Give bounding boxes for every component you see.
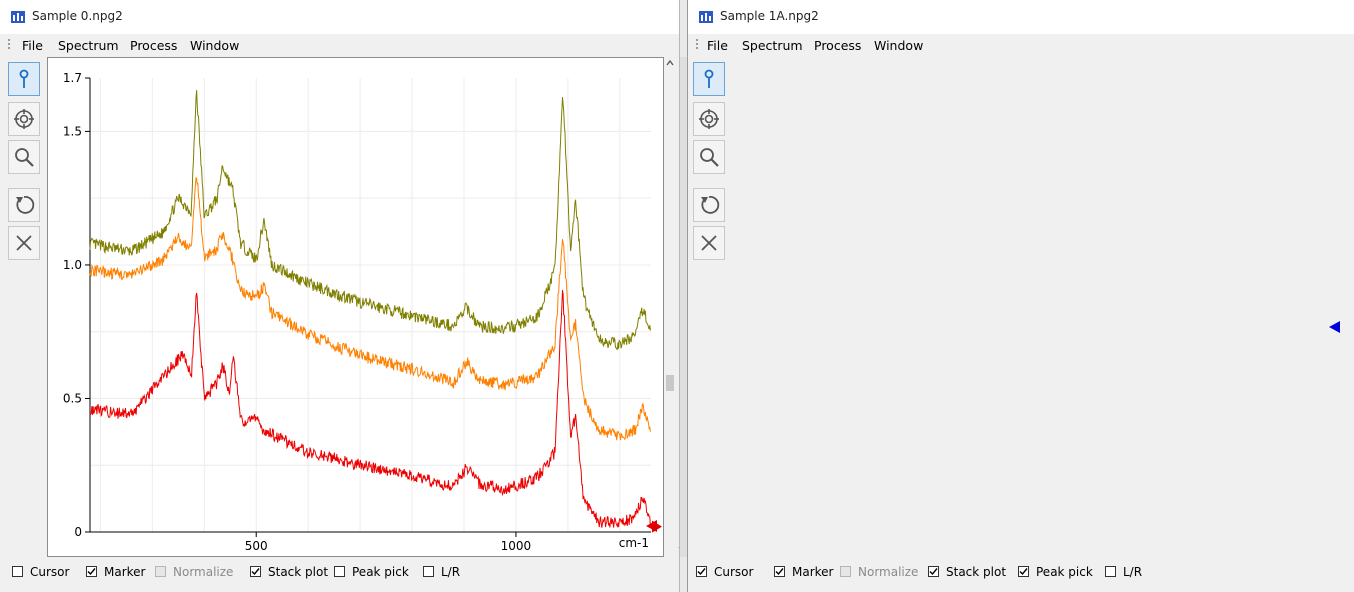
- check-icon: [251, 568, 260, 576]
- reset-tool-button[interactable]: [8, 188, 40, 222]
- zoom-icon: [15, 148, 34, 167]
- check-icon: [1019, 568, 1028, 576]
- marker-arrow-icon[interactable]: [646, 519, 658, 533]
- menu-window[interactable]: Window: [874, 38, 924, 53]
- menu-window[interactable]: Window: [190, 38, 240, 53]
- zoom-icon: [700, 148, 719, 167]
- checkbox-box[interactable]: [1018, 566, 1029, 577]
- y-tick-label: 1.0: [63, 258, 82, 272]
- title-bar[interactable]: Sample 1A.npg2: [688, 0, 1354, 35]
- checkbox-label: Marker: [792, 565, 834, 579]
- window-title: Sample 0.npg2: [32, 9, 123, 23]
- status-bar: Cursor Marker Normalize Stack plot Peak pick…: [696, 565, 1346, 583]
- checkbox-label: Normalize: [858, 565, 919, 579]
- spectrum-series-line: [89, 177, 651, 441]
- cursor-pin-icon: [704, 69, 714, 88]
- background-window-edge: [680, 57, 687, 557]
- status-bar: Cursor Marker Normalize Stack plot Peak pick…: [12, 565, 672, 583]
- checkbox-label: Stack plot: [268, 565, 329, 579]
- menu-bar: File Spectrum Process Window: [688, 34, 1354, 56]
- checkbox-box[interactable]: [86, 566, 97, 577]
- check-icon: [697, 568, 706, 576]
- checkbox-box[interactable]: [774, 566, 785, 577]
- checkbox-label: Marker: [104, 565, 146, 579]
- checkbox-box: [155, 566, 166, 577]
- cursor-tool-button[interactable]: [8, 62, 40, 96]
- checkbox-label: L/R: [441, 565, 461, 579]
- checkbox-box[interactable]: [12, 566, 23, 577]
- menu-grip-icon[interactable]: [696, 39, 698, 51]
- app-icon: [11, 11, 25, 23]
- x-axis-label: cm-1: [619, 536, 649, 550]
- vertical-scrollbar[interactable]: [664, 57, 679, 557]
- menu-spectrum[interactable]: Spectrum: [742, 38, 803, 53]
- spectrum-plot[interactable]: 0 0.5 1.0 1.5 1.7 500 1000 cm-1: [47, 57, 664, 557]
- title-bar[interactable]: Sample 0.npg2: [0, 0, 679, 35]
- checkbox-box: [840, 566, 851, 577]
- y-tick-label: 0.5: [63, 391, 82, 405]
- checkbox-label: Normalize: [173, 565, 234, 579]
- marker-arrow-icon[interactable]: [1329, 320, 1341, 334]
- y-tick-label: 1.7: [63, 71, 82, 85]
- check-icon: [87, 568, 96, 576]
- y-tick-label: 0: [74, 525, 82, 539]
- menu-process[interactable]: Process: [814, 38, 862, 53]
- window-sample-0: Sample 0.npg2 File Spectrum Process Wind…: [0, 0, 680, 592]
- spectrum-chart-svg[interactable]: 0 0.5 1.0 1.5 1.7 500 1000 cm-1: [48, 58, 663, 556]
- reset-icon: [701, 196, 720, 214]
- menu-file[interactable]: File: [22, 38, 43, 53]
- close-icon: [701, 235, 717, 251]
- checkbox-label: Stack plot: [946, 565, 1007, 579]
- target-tool-button[interactable]: [8, 102, 40, 136]
- checkbox-label: Peak pick: [352, 565, 409, 579]
- checkbox-box[interactable]: [423, 566, 434, 577]
- target-icon: [699, 109, 719, 129]
- zoom-tool-button[interactable]: [8, 140, 40, 174]
- clear-tool-button[interactable]: [8, 226, 40, 260]
- menu-process[interactable]: Process: [130, 38, 178, 53]
- scroll-thumb[interactable]: [666, 375, 674, 391]
- clear-tool-button[interactable]: [693, 226, 725, 260]
- checkbox-box[interactable]: [334, 566, 345, 577]
- cursor-pin-icon: [19, 69, 29, 88]
- cursor-tool-button[interactable]: [693, 62, 725, 96]
- x-tick-label: 1000: [501, 539, 532, 553]
- checkbox-box[interactable]: [696, 566, 707, 577]
- app-icon: [699, 11, 713, 23]
- target-icon: [14, 109, 34, 129]
- menu-grip-icon[interactable]: [8, 39, 10, 51]
- menu-file[interactable]: File: [707, 38, 728, 53]
- checkbox-box[interactable]: [250, 566, 261, 577]
- spectrum-series-line: [89, 290, 651, 529]
- check-icon: [929, 568, 938, 576]
- window-title: Sample 1A.npg2: [720, 9, 819, 23]
- menu-bar: File Spectrum Process Window: [0, 34, 679, 56]
- checkbox-label: L/R: [1123, 565, 1143, 579]
- reset-tool-button[interactable]: [693, 188, 725, 222]
- x-tick-label: 500: [245, 539, 268, 553]
- close-icon: [16, 235, 32, 251]
- menu-spectrum[interactable]: Spectrum: [58, 38, 119, 53]
- scroll-up-icon[interactable]: [664, 57, 676, 69]
- checkbox-label: Cursor: [30, 565, 70, 579]
- window-sample-1a: Sample 1A.npg2 File Spectrum Process Win…: [687, 0, 1354, 592]
- reset-icon: [16, 196, 35, 214]
- check-icon: [775, 568, 784, 576]
- y-tick-label: 1.5: [63, 124, 82, 138]
- spectrum-series-line: [89, 90, 651, 351]
- checkbox-label: Cursor: [714, 565, 754, 579]
- checkbox-label: Peak pick: [1036, 565, 1093, 579]
- target-tool-button[interactable]: [693, 102, 725, 136]
- zoom-tool-button[interactable]: [693, 140, 725, 174]
- checkbox-box[interactable]: [928, 566, 939, 577]
- checkbox-box[interactable]: [1105, 566, 1116, 577]
